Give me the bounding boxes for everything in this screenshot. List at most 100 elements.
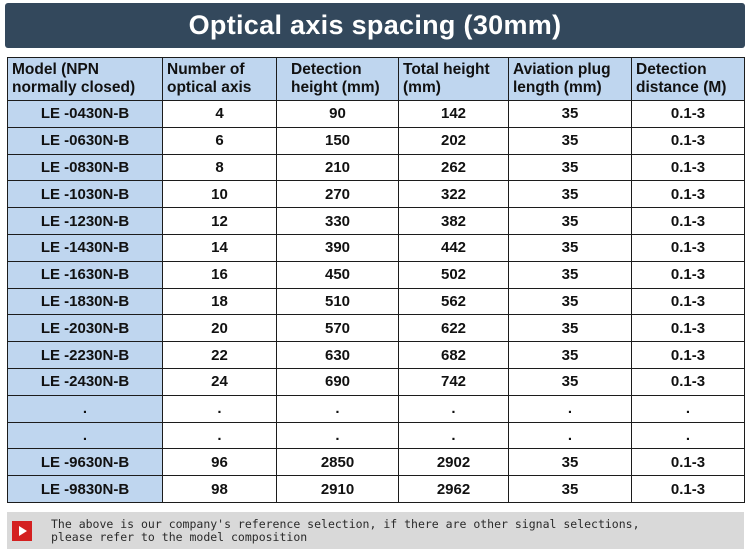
cell-plug-length: 35 — [508, 448, 632, 477]
cell-plug-length: 35 — [508, 207, 632, 235]
cell-total-height: 742 — [398, 367, 509, 396]
cell-model: . — [7, 421, 163, 450]
cell-model: LE -1030N-B — [7, 180, 163, 209]
cell-detection-height: 630 — [276, 341, 399, 369]
table-row: LE -9630N-B 96 2850 2902 35 0.1-3 — [7, 448, 745, 477]
cell-detection-height: 450 — [276, 260, 399, 289]
table-row: LE -2030N-B 20 570 622 35 0.1-3 — [7, 314, 745, 343]
cell-detection-distance: 0.1-3 — [631, 367, 745, 396]
table-row: ...... — [7, 394, 745, 423]
cell-axis-count: 24 — [162, 367, 277, 396]
cell-plug-length: 35 — [508, 100, 632, 128]
cell-detection-height: 210 — [276, 153, 399, 182]
cell-detection-distance: 0.1-3 — [631, 448, 745, 477]
cell-model: LE -0630N-B — [7, 126, 163, 155]
cell-total-height: 2962 — [398, 475, 509, 503]
column-header-plug-length: Aviation plug length (mm) — [508, 57, 632, 101]
cell-detection-height: 2910 — [276, 475, 399, 503]
cell-model: LE -1430N-B — [7, 233, 163, 262]
cell-total-height: . — [398, 421, 509, 450]
cell-detection-height: 330 — [276, 207, 399, 235]
cell-detection-distance: 0.1-3 — [631, 207, 745, 235]
cell-total-height: 622 — [398, 314, 509, 343]
cell-model: LE -0430N-B — [7, 100, 163, 128]
cell-plug-length: 35 — [508, 126, 632, 155]
cell-axis-count: 20 — [162, 314, 277, 343]
table-row: ...... — [7, 421, 745, 450]
cell-axis-count: . — [162, 394, 277, 423]
column-header-total-height: Total height (mm) — [398, 57, 509, 101]
cell-detection-height: 390 — [276, 233, 399, 262]
cell-plug-length: . — [508, 421, 632, 450]
column-header-axis-count: Number of optical axis — [162, 57, 277, 101]
cell-plug-length: 35 — [508, 314, 632, 343]
cell-total-height: 502 — [398, 260, 509, 289]
cell-model: LE -1830N-B — [7, 287, 163, 316]
table-row: LE -2430N-B 24 690 742 35 0.1-3 — [7, 367, 745, 396]
cell-model: LE -0830N-B — [7, 153, 163, 182]
cell-model: . — [7, 394, 163, 423]
cell-detection-height: 90 — [276, 100, 399, 128]
cell-axis-count: 96 — [162, 448, 277, 477]
table-row: LE -9830N-B 98 2910 2962 35 0.1-3 — [7, 475, 745, 503]
cell-plug-length: 35 — [508, 475, 632, 503]
cell-axis-count: 4 — [162, 100, 277, 128]
column-header-model: Model (NPN normally closed) — [7, 57, 163, 101]
cell-total-height: 562 — [398, 287, 509, 316]
cell-detection-height: 510 — [276, 287, 399, 316]
header-row: Model (NPN normally closed) Number of op… — [7, 57, 745, 101]
cell-total-height: . — [398, 394, 509, 423]
footnote-bar: The above is our company's reference sel… — [7, 512, 744, 549]
table-row: LE -1630N-B 16 450 502 35 0.1-3 — [7, 260, 745, 289]
table-row: LE -2230N-B 22 630 682 35 0.1-3 — [7, 341, 745, 369]
cell-model: LE -2030N-B — [7, 314, 163, 343]
cell-detection-distance: 0.1-3 — [631, 475, 745, 503]
cell-model: LE -1630N-B — [7, 260, 163, 289]
table-row: LE -0430N-B 4 90 142 35 0.1-3 — [7, 100, 745, 128]
cell-total-height: 142 — [398, 100, 509, 128]
cell-detection-height: 570 — [276, 314, 399, 343]
cell-detection-distance: . — [631, 394, 745, 423]
cell-total-height: 322 — [398, 180, 509, 209]
cell-detection-distance: 0.1-3 — [631, 153, 745, 182]
table-row: LE -1230N-B 12 330 382 35 0.1-3 — [7, 207, 745, 235]
cell-detection-height: 270 — [276, 180, 399, 209]
cell-plug-length: 35 — [508, 260, 632, 289]
cell-detection-distance: 0.1-3 — [631, 287, 745, 316]
cell-total-height: 262 — [398, 153, 509, 182]
title-banner: Optical axis spacing (30mm) — [5, 3, 745, 48]
cell-detection-distance: 0.1-3 — [631, 260, 745, 289]
cell-plug-length: 35 — [508, 367, 632, 396]
cell-total-height: 442 — [398, 233, 509, 262]
table-row: LE -1430N-B 14 390 442 35 0.1-3 — [7, 233, 745, 262]
table-row: LE -0830N-B 8 210 262 35 0.1-3 — [7, 153, 745, 182]
cell-detection-height: 690 — [276, 367, 399, 396]
page-title: Optical axis spacing (30mm) — [188, 10, 562, 40]
cell-axis-count: 10 — [162, 180, 277, 209]
spec-table: Model (NPN normally closed) Number of op… — [7, 57, 745, 503]
cell-detection-distance: . — [631, 421, 745, 450]
cell-axis-count: 18 — [162, 287, 277, 316]
cell-plug-length: . — [508, 394, 632, 423]
table-row: LE -0630N-B 6 150 202 35 0.1-3 — [7, 126, 745, 155]
footnote-line: The above is our company's reference sel… — [51, 516, 640, 531]
cell-detection-distance: 0.1-3 — [631, 341, 745, 369]
cell-axis-count: . — [162, 421, 277, 450]
footnote-line: please refer to the model composition — [51, 529, 308, 544]
cell-model: LE -9830N-B — [7, 475, 163, 503]
play-icon — [12, 520, 32, 541]
cell-axis-count: 16 — [162, 260, 277, 289]
cell-plug-length: 35 — [508, 180, 632, 209]
cell-detection-height: . — [276, 394, 399, 423]
cell-axis-count: 12 — [162, 207, 277, 235]
cell-axis-count: 6 — [162, 126, 277, 155]
cell-model: LE -9630N-B — [7, 448, 163, 477]
cell-plug-length: 35 — [508, 233, 632, 262]
cell-detection-height: . — [276, 421, 399, 450]
cell-axis-count: 22 — [162, 341, 277, 369]
cell-detection-distance: 0.1-3 — [631, 100, 745, 128]
column-header-detection-distance: Detection distance (M) — [631, 57, 745, 101]
column-header-detection-height: Detection height (mm) — [276, 57, 399, 101]
cell-axis-count: 98 — [162, 475, 277, 503]
table-row: LE -1830N-B 18 510 562 35 0.1-3 — [7, 287, 745, 316]
